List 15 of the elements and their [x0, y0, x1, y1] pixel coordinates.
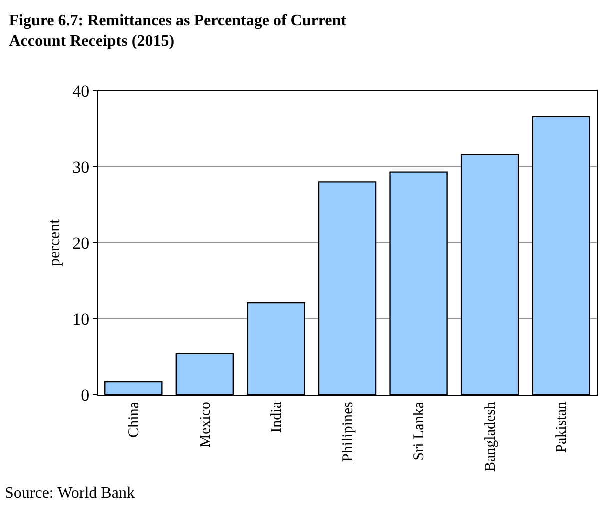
chart-title: Figure 6.7: Remittances as Percentage of Current Account Receipts (2015): [9, 12, 348, 50]
y-tick-label: 40: [72, 82, 90, 101]
x-tick-label: India: [269, 402, 286, 433]
x-tick-label: Pakistan: [554, 402, 570, 453]
x-tick-label: Sri Lanka: [412, 402, 428, 461]
y-tick-label: 10: [72, 310, 90, 329]
y-tick-label: 30: [72, 158, 90, 177]
x-tick-label: Mexico: [198, 402, 214, 448]
x-tick-label: China: [126, 402, 143, 438]
x-tick-label: Bangladesh: [482, 402, 499, 472]
y-tick-label: 0: [81, 386, 90, 405]
y-tick-label: 20: [72, 234, 90, 253]
y-axis-title: percent: [46, 218, 64, 267]
x-tick-label: Philipines: [340, 402, 356, 462]
source-note: Source: World Bank: [5, 485, 135, 502]
